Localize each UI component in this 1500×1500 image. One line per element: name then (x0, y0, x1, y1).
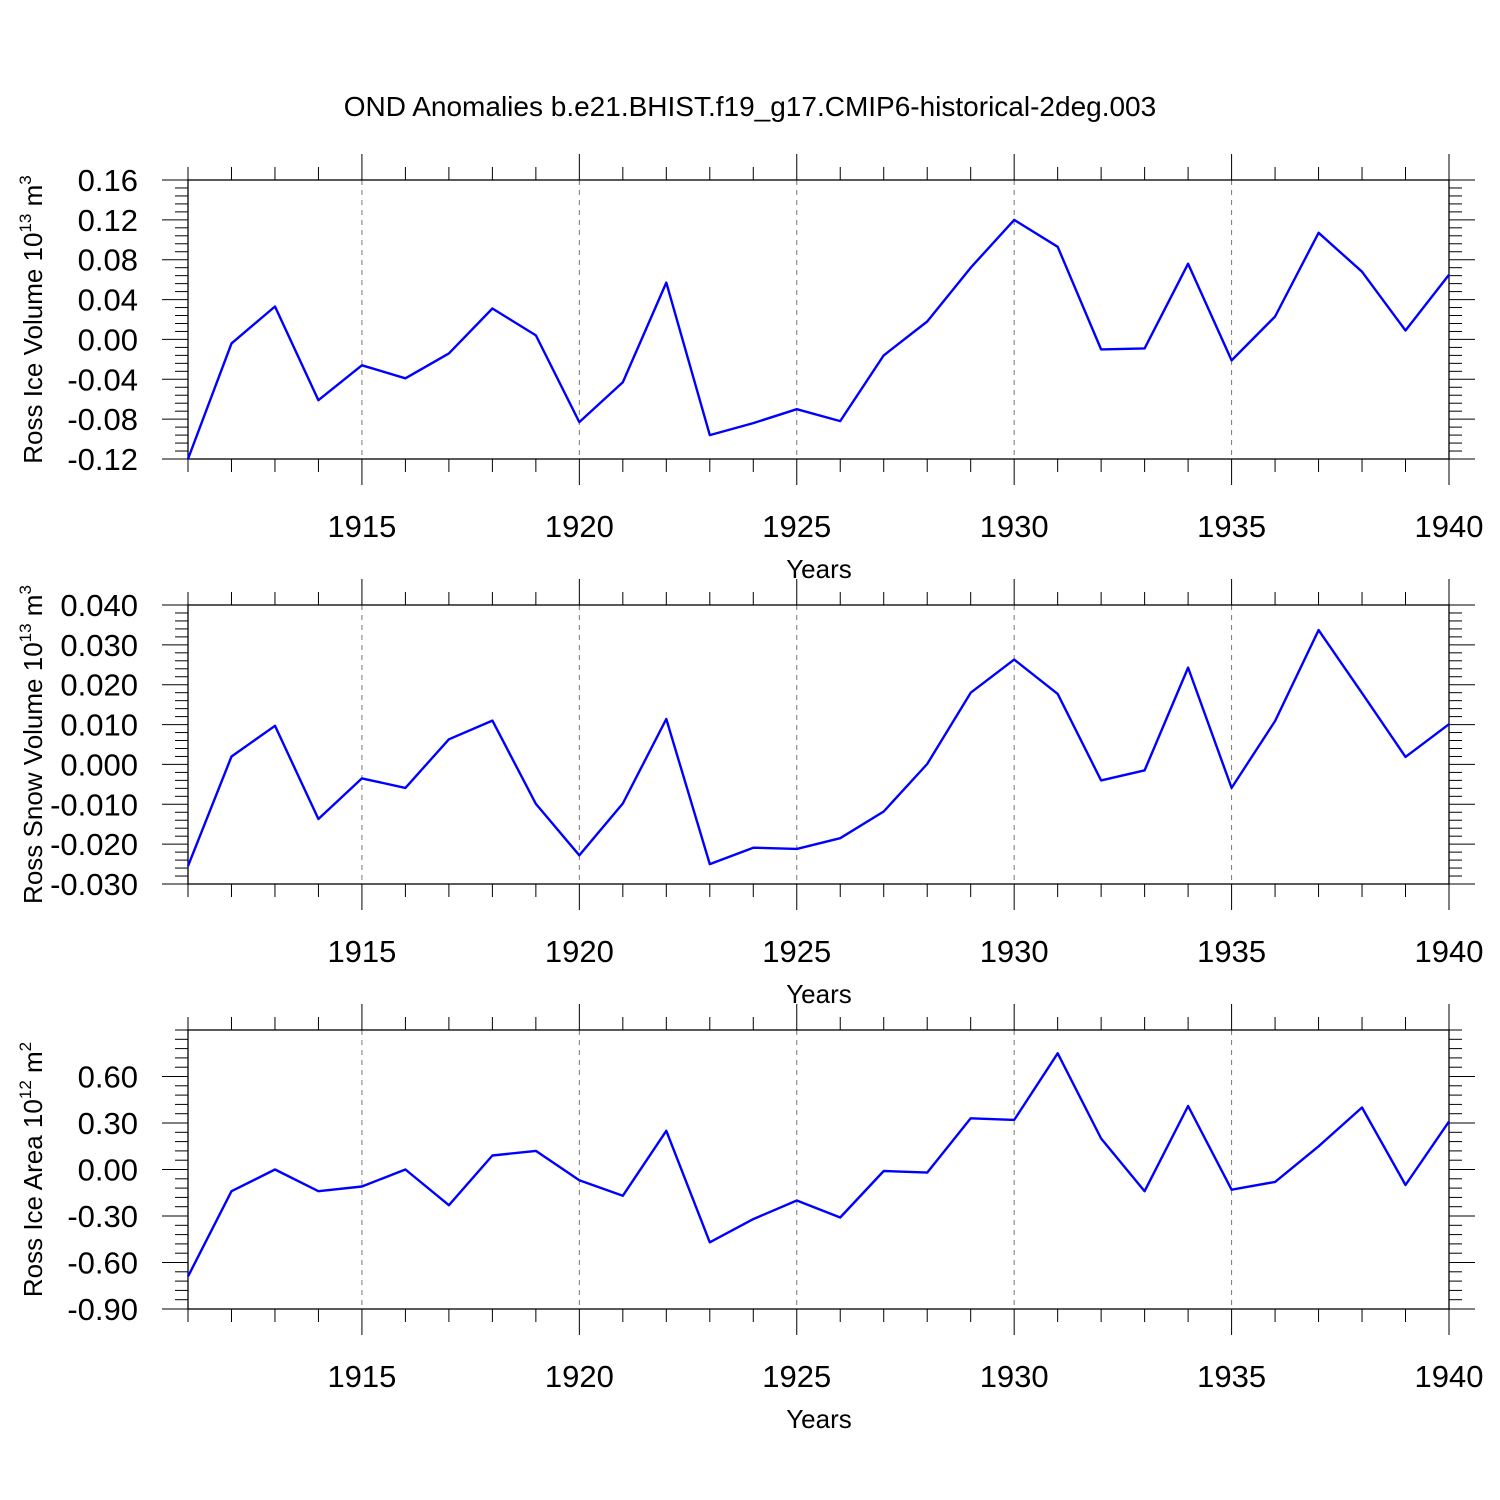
y-tick-label: -0.030 (50, 867, 138, 902)
y-tick-label: -0.020 (50, 827, 138, 862)
y-axis-label-superscript: 2 (16, 1042, 35, 1051)
x-tick-label: 1935 (1197, 509, 1266, 544)
y-axis-label-part: m (18, 1051, 48, 1080)
y-axis-label: Ross Snow Volume 1013 m3 (16, 585, 48, 904)
y-axis-label-part: m (18, 595, 48, 624)
y-tick-label: 0.000 (60, 747, 138, 782)
y-axis-label-superscript: 3 (16, 175, 35, 184)
y-tick-label: -0.04 (67, 362, 138, 397)
plot-frame (187, 179, 1450, 460)
x-tick-label: 1915 (327, 509, 396, 544)
y-tick-label: -0.08 (67, 402, 138, 437)
x-tick-label: 1920 (545, 509, 614, 544)
data-line (186, 218, 1450, 460)
plot-frame (187, 1029, 1450, 1310)
y-tick-label: 0.020 (60, 668, 138, 703)
figure-title: OND Anomalies b.e21.BHIST.f19_g17.CMIP6-… (344, 91, 1156, 122)
x-tick-label: 1925 (762, 1359, 831, 1394)
y-axis-label-superscript: 12 (16, 1080, 35, 1099)
plot-frame (187, 604, 1450, 885)
panel-3: -0.90 -0.60 -0.30 0.00 0.30 0.60 1915 1920 1925 1… (16, 1004, 1483, 1434)
y-tick-label: 0.030 (60, 628, 138, 663)
panel-1: -0.12 -0.08 -0.04 0.00 0.04 0.08 0.12 0.16 1915 1… (16, 154, 1483, 584)
y-tick-label: -0.010 (50, 787, 138, 822)
y-axis-label: Ross Ice Volume 1013 m3 (16, 175, 48, 464)
x-axis-label: Years (786, 979, 852, 1009)
x-tick-label: 1940 (1415, 934, 1484, 969)
x-tick-label: 1925 (762, 934, 831, 969)
x-tick-label: 1915 (327, 1359, 396, 1394)
y-axis-label: Ross Ice Area 1012 m2 (16, 1042, 48, 1297)
x-tick-label: 1920 (545, 1359, 614, 1394)
x-tick-label: 1915 (327, 934, 396, 969)
y-tick-label: 0.16 (78, 163, 138, 198)
x-tick-label: 1930 (980, 1359, 1049, 1394)
y-axis-label-part: Ross Ice Area 10 (18, 1099, 48, 1297)
panel-2: -0.030 -0.020 -0.010 0.000 0.010 0.020 0.030 0.… (16, 579, 1483, 1009)
x-tick-label: 1940 (1415, 1359, 1484, 1394)
x-tick-label: 1940 (1415, 509, 1484, 544)
x-tick-label: 1925 (762, 509, 831, 544)
y-tick-label: 0.00 (78, 322, 138, 357)
x-axis-label: Years (786, 1404, 852, 1434)
y-axis-label-superscript: 13 (16, 214, 35, 233)
y-tick-label: 0.30 (78, 1106, 138, 1141)
y-axis-label-part: Ross Snow Volume 10 (18, 642, 48, 904)
y-tick-label: 0.010 (60, 708, 138, 743)
y-tick-label: 0.00 (78, 1153, 138, 1188)
x-tick-label: 1935 (1197, 934, 1266, 969)
x-axis-label: Years (786, 554, 852, 584)
data-line (186, 1052, 1450, 1278)
x-tick-label: 1935 (1197, 1359, 1266, 1394)
y-tick-label: 0.08 (78, 243, 138, 278)
y-tick-label: -0.30 (67, 1199, 138, 1234)
x-tick-label: 1920 (545, 934, 614, 969)
y-tick-label: 0.12 (78, 203, 138, 238)
y-tick-label: 0.04 (78, 283, 138, 318)
y-tick-label: 0.040 (60, 588, 138, 623)
y-axis-label-superscript: 3 (16, 585, 35, 594)
y-tick-label: -0.90 (67, 1292, 138, 1327)
x-tick-label: 1930 (980, 934, 1049, 969)
y-axis-label-superscript: 13 (16, 623, 35, 642)
data-line (186, 628, 1450, 867)
y-axis-label-part: m (18, 185, 48, 214)
y-tick-label: -0.12 (67, 442, 138, 477)
y-tick-label: -0.60 (67, 1246, 138, 1281)
x-tick-label: 1930 (980, 509, 1049, 544)
y-tick-label: 0.60 (78, 1060, 138, 1095)
y-axis-label-part: Ross Ice Volume 10 (18, 233, 48, 464)
panels: -0.12 -0.08 -0.04 0.00 0.04 0.08 0.12 0.16 1915 1… (16, 154, 1483, 1434)
